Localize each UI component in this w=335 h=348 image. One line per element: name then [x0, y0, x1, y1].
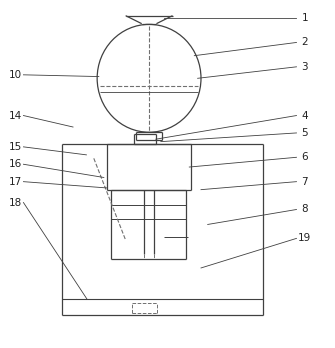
Text: 17: 17: [8, 177, 22, 187]
Text: 6: 6: [302, 152, 308, 162]
Text: 15: 15: [8, 142, 22, 152]
Text: 8: 8: [302, 205, 308, 214]
Text: 18: 18: [8, 198, 22, 207]
Text: 3: 3: [302, 62, 308, 72]
Text: 14: 14: [8, 111, 22, 120]
Text: 2: 2: [302, 38, 308, 47]
Text: 16: 16: [8, 159, 22, 169]
Text: 10: 10: [8, 70, 22, 80]
Text: 5: 5: [302, 128, 308, 138]
Text: 19: 19: [298, 234, 312, 243]
Text: 7: 7: [302, 177, 308, 187]
Text: 4: 4: [302, 111, 308, 120]
Text: 1: 1: [302, 13, 308, 23]
